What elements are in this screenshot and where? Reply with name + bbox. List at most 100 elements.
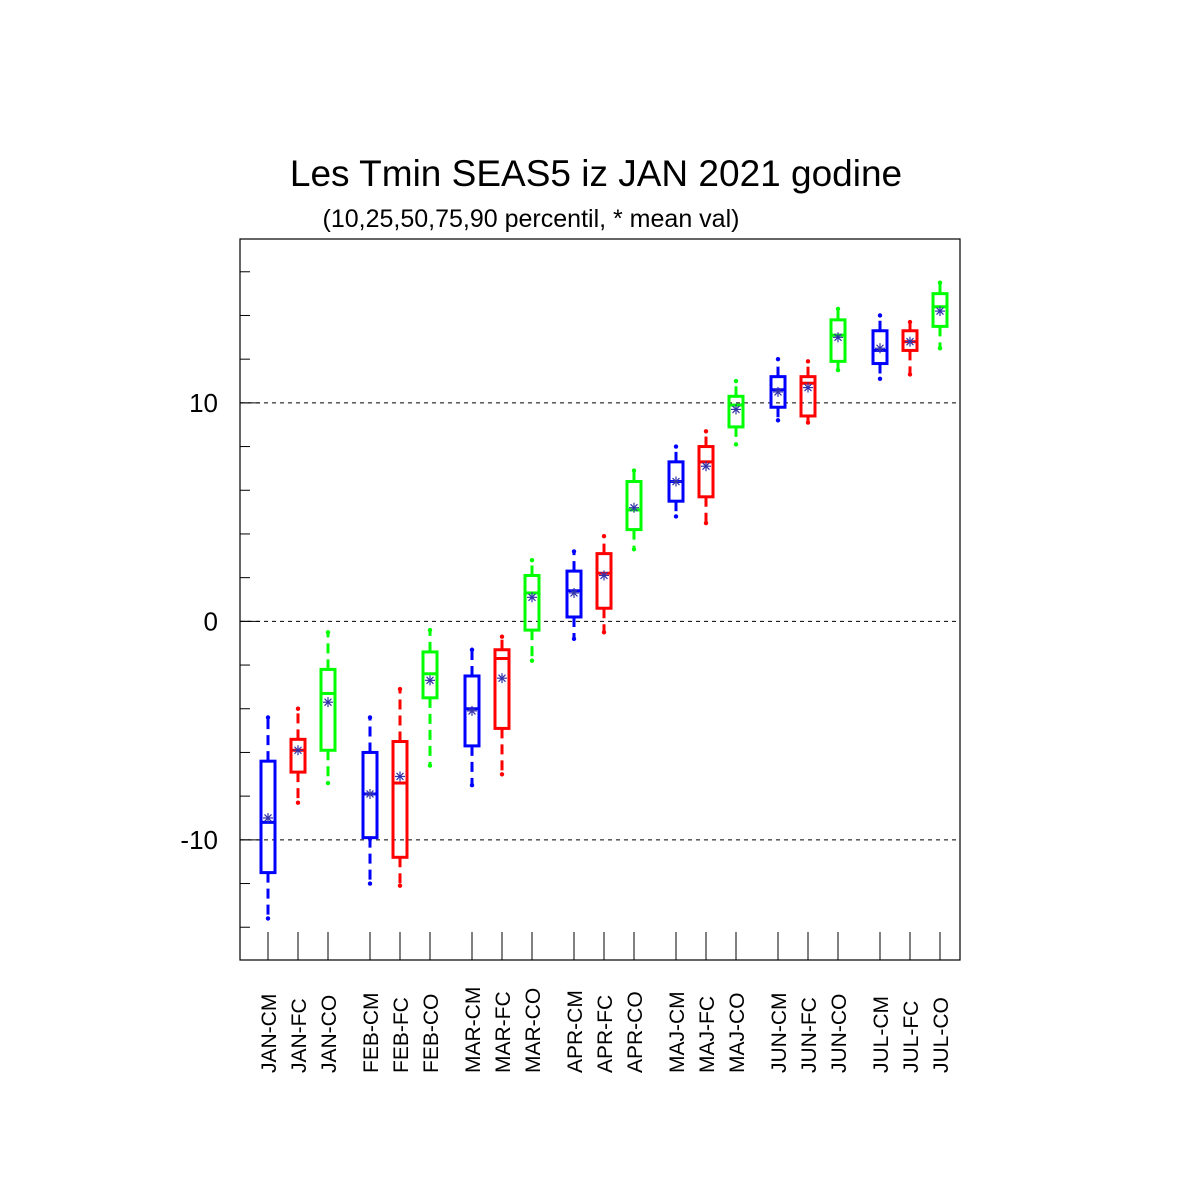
whisker-cap-upper (775, 356, 781, 362)
whisker-cap-lower (775, 418, 781, 423)
x-tick-label: JAN-CO (318, 995, 341, 1073)
box (931, 292, 949, 328)
x-tick-label: APR-CM (564, 990, 587, 1073)
whisker-cap-upper (397, 686, 403, 692)
x-tick-label: FEB-CM (360, 993, 383, 1074)
whisker-cap-upper (427, 627, 433, 633)
x-tick-label: MAJ-FC (696, 996, 719, 1073)
x-tick-label: JUN-CM (768, 993, 791, 1073)
whisker-cap-upper (529, 557, 535, 563)
x-tick-label: MAR-FC (492, 991, 515, 1073)
mean-marker (701, 461, 711, 472)
whisker-cap-upper (877, 313, 883, 318)
mean-marker (497, 673, 507, 684)
box (463, 674, 481, 748)
whisker-cap-upper (325, 630, 331, 635)
whisker-cap-lower (529, 658, 535, 663)
box (697, 445, 715, 499)
whisker-cap-upper (367, 715, 373, 720)
whisker-cap-upper (835, 306, 841, 312)
mean-marker (935, 306, 945, 317)
whisker-cap-lower (499, 772, 505, 777)
whisker-cap-upper (499, 634, 505, 639)
x-tick-label: JAN-FC (288, 998, 311, 1073)
whisker-cap-lower (469, 783, 475, 788)
box (769, 375, 787, 409)
whisker-cap-upper (805, 359, 811, 364)
whisker-cap-lower (733, 442, 739, 447)
whisker-cap-upper (265, 715, 271, 720)
x-tick-label: JUN-FC (798, 997, 821, 1073)
mean-marker (875, 343, 885, 354)
mean-marker (731, 404, 741, 415)
chart-title: Les Tmin SEAS5 iz JAN 2021 godine (290, 153, 902, 194)
x-tick-label: MAR-CM (462, 987, 485, 1073)
box (871, 329, 889, 366)
x-tick-label: JAN-CM (258, 994, 281, 1073)
box (523, 573, 541, 632)
box (289, 737, 307, 774)
x-tick-label: JUL-CO (930, 997, 953, 1073)
x-tick-label: FEB-CO (420, 994, 443, 1073)
whisker-cap-upper (937, 280, 943, 285)
mean-marker (833, 332, 843, 343)
whisker-cap-lower (703, 520, 709, 526)
box (595, 552, 613, 610)
box (319, 667, 337, 752)
whisker-cap-upper (469, 647, 475, 652)
mean-marker (803, 382, 813, 393)
whisker-cap-lower (907, 372, 913, 377)
whisker-cap-upper (703, 429, 709, 434)
x-tick-label: FEB-FC (390, 997, 413, 1073)
box (727, 394, 745, 429)
whisker-cap-lower (397, 883, 403, 888)
whisker-cap-upper (907, 319, 913, 325)
mean-marker (425, 675, 435, 686)
plot-area: -10 0 10 JAN-CM JAN-FC JAN-CO FEB-CM FEB-FC FEB-… (180, 238, 961, 1074)
x-tick-label: MAR-CO (522, 988, 545, 1073)
mean-marker (467, 705, 477, 716)
whisker-cap-upper (631, 468, 637, 473)
mean-marker (671, 476, 681, 487)
y-tick-label: 0 (204, 606, 218, 636)
whisker-cap-lower (427, 763, 433, 768)
whisker-cap-lower (265, 916, 271, 921)
whisker-cap-upper (673, 444, 679, 449)
x-tick-label: MAJ-CM (666, 991, 689, 1073)
whisker-cap-lower (835, 367, 841, 373)
x-tick-label: MAJ-CO (726, 993, 749, 1074)
mean-marker (365, 788, 375, 799)
mean-marker (905, 336, 915, 347)
box (565, 569, 583, 619)
mean-marker (629, 502, 639, 513)
whisker-cap-lower (937, 346, 943, 351)
mean-marker (569, 587, 579, 598)
whisker-cap-lower (877, 376, 883, 382)
box (259, 759, 277, 875)
whisker-cap-upper (295, 706, 301, 711)
x-tick-label: JUL-CM (870, 996, 893, 1073)
chart-subtitle: (10,25,50,75,90 percentil, * mean val) (323, 205, 740, 233)
mean-marker (395, 771, 405, 782)
mean-marker (323, 697, 333, 708)
x-tick-label: APR-CO (624, 991, 647, 1073)
mean-marker (263, 812, 273, 823)
plot-frame (239, 238, 961, 961)
whisker-cap-lower (367, 881, 373, 886)
whisker-cap-lower (325, 780, 331, 786)
x-tick-label: JUN-CO (828, 994, 851, 1073)
whisker-cap-lower (601, 630, 607, 635)
whisker-cap-upper (601, 533, 607, 539)
box (493, 648, 511, 730)
box (625, 480, 643, 532)
mean-marker (599, 570, 609, 581)
mean-marker (293, 745, 303, 756)
x-tick-label: JUL-FC (900, 1001, 923, 1073)
x-tick-label: APR-FC (594, 995, 617, 1073)
whisker-cap-lower (571, 636, 577, 642)
whisker-cap-lower (805, 420, 811, 425)
box (829, 318, 847, 363)
whisker-cap-upper (571, 549, 577, 554)
y-tick-label: -10 (180, 825, 218, 855)
